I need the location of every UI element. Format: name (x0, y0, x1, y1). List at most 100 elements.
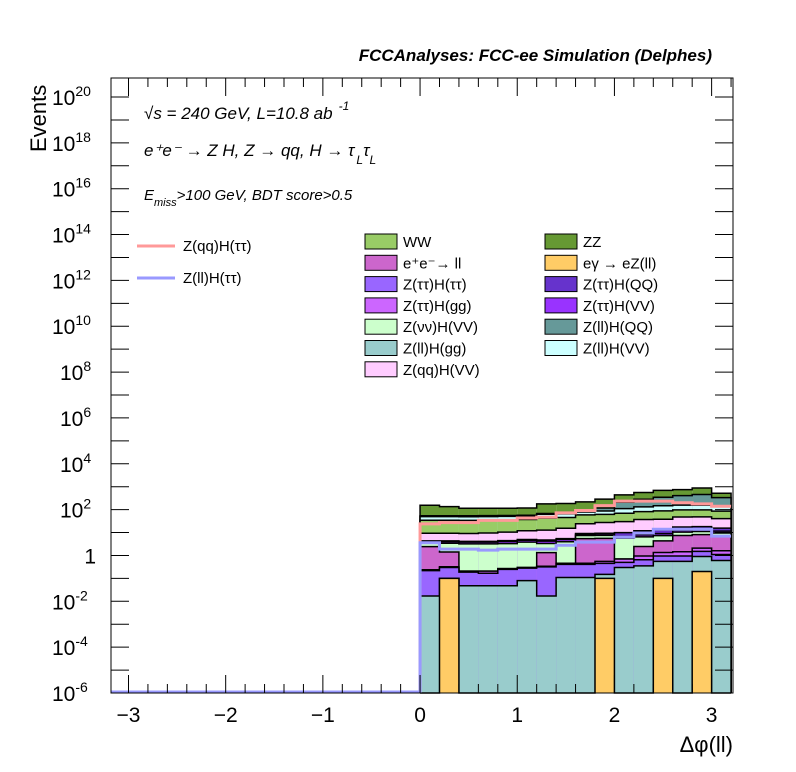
bar (614, 567, 634, 693)
bar-outline (419, 516, 732, 693)
y-tick-exponent: 6 (83, 404, 91, 420)
x-tick-label: 0 (414, 704, 426, 727)
bar (478, 585, 498, 693)
x-tick-label: 2 (609, 704, 621, 727)
axis-ticks (111, 78, 733, 694)
line-z-ll-h- (111, 527, 732, 694)
y-tick-base: 10 (52, 270, 75, 293)
bar (439, 578, 459, 693)
legend-swatch (544, 318, 578, 335)
y-tick-exponent: 20 (75, 83, 91, 99)
y-tick-exponent: 16 (75, 175, 91, 191)
y-tick-exponent: -2 (75, 587, 88, 603)
annotation-energy-lumi: √s = 240 GeV, L=10.8 ab -1 (144, 99, 349, 123)
y-tick-label: 1018 (52, 129, 91, 156)
y-tick-label: 10-4 (52, 633, 88, 660)
legend-label: ZZ (583, 234, 601, 251)
y-tick-label: 104 (60, 450, 91, 477)
y-tick-base: 10 (52, 683, 75, 706)
bar (420, 596, 440, 693)
bar-outline (419, 547, 732, 693)
legend-swatch (364, 233, 398, 250)
legend-label: WW (403, 234, 432, 251)
legend-label: Z(qq)H(VV) (403, 362, 480, 379)
chart-title: FCCAnalyses: FCC-ee Simulation (Delphes) (359, 46, 713, 65)
line-z-qq-h- (111, 499, 732, 694)
y-tick-exponent: 8 (83, 358, 91, 374)
y-tick-base: 10 (52, 637, 75, 660)
legend-label: Z(ll)H(QQ) (583, 319, 653, 336)
y-tick-base: 10 (52, 316, 75, 339)
y-tick-label: 10-6 (52, 679, 88, 706)
y-tick-exponent: 4 (83, 450, 91, 466)
y-tick-label: 106 (60, 404, 91, 431)
legend-swatch (544, 254, 578, 271)
legend-swatch (364, 361, 398, 378)
y-tick-base: 10 (60, 408, 83, 431)
annotation-selection: Emiss>100 GeV, BDT score>0.5 (144, 187, 353, 209)
legend-label: Z(ττ)H(gg) (403, 298, 472, 315)
y-tick-base: 10 (52, 225, 75, 248)
bar-outline (419, 550, 732, 693)
y-tick-exponent: 14 (75, 221, 91, 237)
bar (594, 578, 615, 693)
legend-label: Z(ll)H(gg) (403, 341, 466, 358)
bar (653, 578, 673, 693)
y-tick-exponent: 12 (75, 266, 91, 282)
y-tick-label: 1016 (52, 175, 91, 202)
legend-label: Z(νν)H(VV) (403, 319, 478, 336)
legend-swatch (544, 276, 578, 293)
stack-bars (419, 487, 732, 694)
y-tick-label: 10-2 (52, 587, 88, 614)
bar (575, 577, 595, 693)
legend-label: eγ → eZ(ll) (583, 255, 656, 272)
y-tick-exponent: 10 (75, 312, 91, 328)
y-tick-label: 1 (84, 545, 96, 568)
y-tick-base: 10 (52, 179, 75, 202)
legend-swatch (364, 318, 398, 335)
x-tick-label: −2 (214, 704, 238, 727)
x-tick-label: 3 (706, 704, 718, 727)
y-tick-base: 10 (52, 87, 75, 110)
annotation-process: e⁺e⁻ → Z H, Z → qq, H → τ LτL (144, 141, 376, 167)
legend-label: Z(qq)H(ττ) (183, 238, 252, 255)
bar (458, 585, 479, 693)
legend-label: Z(ττ)H(VV) (583, 298, 655, 315)
axis-tick-labels: −3 −2 −1 0 1 2 3102010181016101410121010108106… (52, 83, 717, 727)
bar (672, 561, 693, 693)
bar (711, 560, 732, 693)
y-tick-exponent: -4 (75, 633, 88, 649)
y-tick-label: 1012 (52, 266, 91, 293)
legend-label: Z(ττ)H(QQ) (583, 277, 658, 294)
bar (692, 571, 712, 693)
x-tick-label: 1 (511, 704, 523, 727)
y-tick-label: 108 (60, 358, 91, 385)
signal-lines (111, 499, 732, 694)
bar (497, 585, 518, 693)
y-tick-label: 1010 (52, 312, 91, 339)
legend-swatch (364, 297, 398, 314)
legend: Z(qq)H(ττ) Z(ll)H(ττ) WW e⁺e⁻→ ll Z(ττ)H(ττ)… (137, 233, 658, 379)
legend-swatch (544, 233, 578, 250)
x-tick-label: −1 (311, 704, 335, 727)
bar (536, 596, 557, 693)
legend-label: e⁺e⁻→ ll (403, 255, 461, 272)
legend-label: Z(ll)H(VV) (583, 341, 650, 358)
legend-swatch (364, 254, 398, 271)
bar-outline (419, 530, 732, 693)
y-tick-exponent: 2 (83, 496, 91, 512)
y-tick-base: 10 (60, 362, 83, 385)
legend-swatch (364, 340, 398, 356)
y-tick-base: 10 (52, 591, 75, 614)
bar (633, 565, 654, 693)
bar (556, 577, 576, 693)
y-tick-label: 1020 (52, 83, 91, 110)
y-tick-exponent: 18 (75, 129, 91, 145)
legend-swatch (544, 297, 578, 314)
y-tick-label: 102 (60, 496, 91, 523)
y-tick-base: 10 (52, 133, 75, 156)
legend-label: Z(ll)H(ττ) (183, 270, 242, 287)
legend-swatch (364, 276, 398, 293)
y-tick-exponent: -6 (75, 679, 88, 695)
